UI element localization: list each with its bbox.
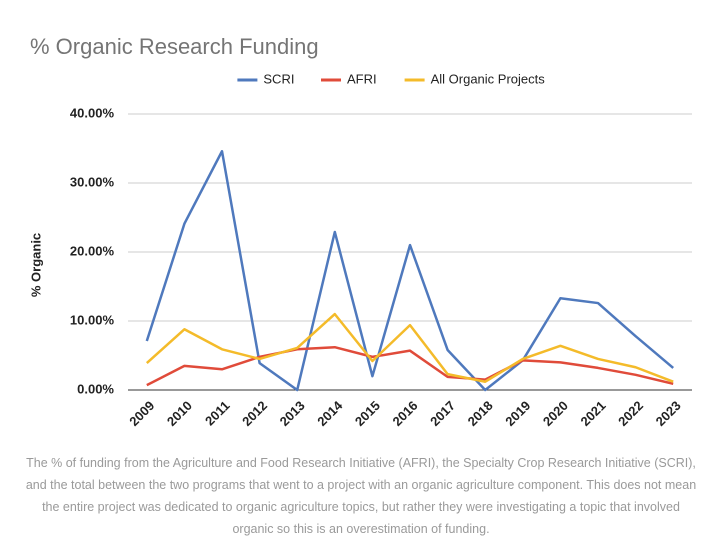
y-tick-label: 10.00% — [70, 312, 115, 327]
x-tick-label: 2017 — [427, 398, 458, 429]
series-line — [145, 150, 675, 392]
x-tick-label: 2010 — [164, 398, 195, 429]
x-tick-label: 2018 — [465, 398, 496, 429]
y-tick-label: 0.00% — [77, 381, 114, 396]
caption: The % of funding from the Agriculture an… — [25, 456, 697, 536]
x-tick-label: 2020 — [540, 398, 571, 429]
x-tick-label: 2021 — [577, 398, 608, 429]
x-tick-label: 2019 — [502, 398, 533, 429]
legend-label: All Organic Projects — [431, 71, 546, 86]
x-tick-label: 2014 — [314, 397, 346, 429]
series-line — [145, 312, 674, 383]
x-tick-label: 2023 — [653, 398, 684, 429]
x-tick-label: 2013 — [277, 398, 308, 429]
y-tick-label: 40.00% — [70, 105, 115, 120]
x-tick-label: 2015 — [352, 398, 383, 429]
legend-label: SCRI — [263, 71, 294, 86]
y-tick-label: 20.00% — [70, 243, 115, 258]
x-tick-label: 2012 — [239, 398, 270, 429]
x-tick-label: 2009 — [126, 398, 157, 429]
legend-label: AFRI — [347, 71, 377, 86]
x-tick-label: 2022 — [615, 398, 646, 429]
chart: % Organic Research Funding % Organic 0.0… — [28, 34, 692, 429]
series-line — [146, 345, 674, 387]
y-axis-title: % Organic — [28, 233, 43, 297]
y-tick-label: 30.00% — [70, 174, 115, 189]
chart-title: % Organic Research Funding — [30, 34, 319, 59]
x-tick-label: 2016 — [389, 398, 420, 429]
x-tick-label: 2011 — [202, 398, 233, 429]
